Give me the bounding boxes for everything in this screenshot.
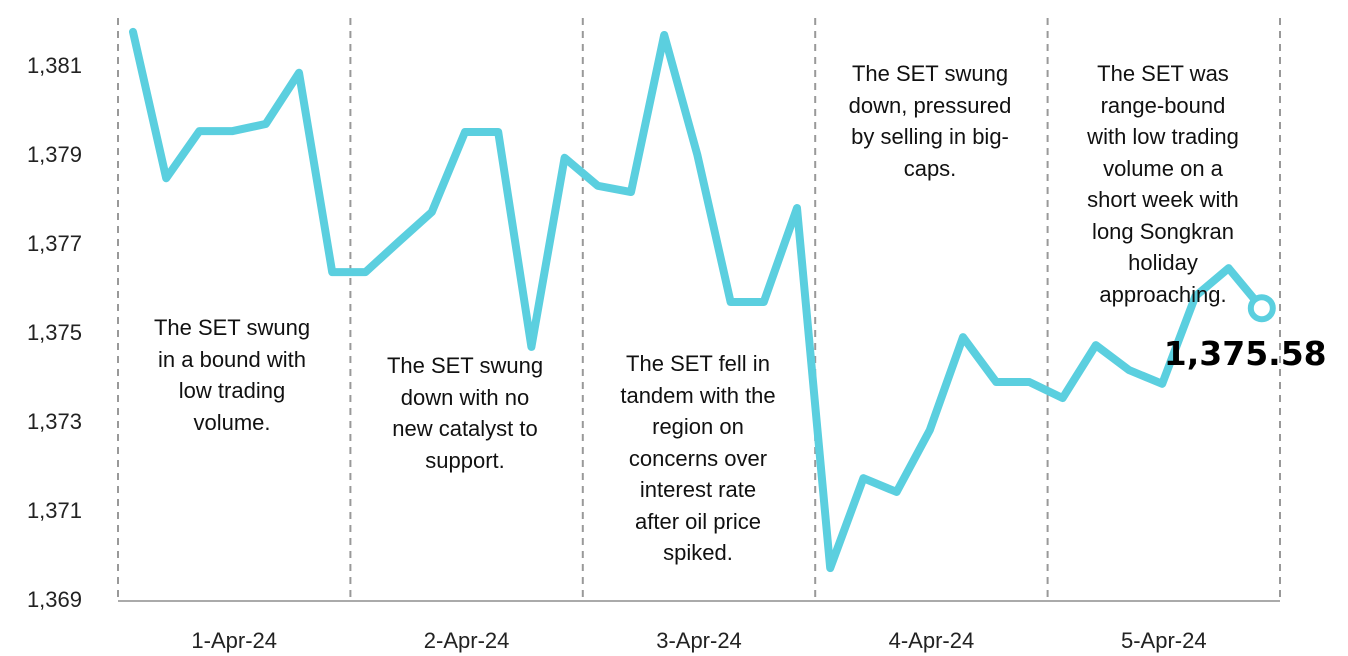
annotation-line: down, pressured [848,92,1012,118]
annotation-line: long Songkran [1092,218,1234,244]
annotation-line: volume. [193,409,271,435]
x-tick-label: 1-Apr-24 [191,628,277,653]
annotation-line: approaching. [1099,281,1227,307]
annotation-line: support. [425,447,505,473]
annotation-line: low trading [178,378,286,403]
annotation: The SET swung down, pressured by selling i… [849,58,1012,184]
annotation-line: by selling in big- [851,124,1009,149]
annotation-line: The SET swung [386,353,544,378]
annotation-line: holiday [1128,250,1198,275]
annotation-line: region on [652,414,744,439]
y-tick-label: 1,377 [27,231,82,256]
end-value-label: 1,375.58 [1163,334,1327,374]
annotation-line: tandem with the [620,382,776,408]
annotation-line: caps. [903,155,957,181]
annotation-line: after oil price [635,508,761,534]
x-tick-label: 4-Apr-24 [889,628,975,653]
annotation-line: The SET swung [851,61,1009,86]
annotation: The SET was range-bound with low trading vo… [1087,58,1239,310]
annotation: The SET fell in tandem with the region on c… [620,348,775,569]
annotation: The SET swung in a bound with low trading v… [154,312,310,438]
x-tick-label: 3-Apr-24 [656,628,742,653]
y-tick-label: 1,379 [27,142,82,167]
end-marker [1247,294,1276,323]
annotation-line: with low trading [1087,124,1239,149]
annotation-line: The SET swung [153,315,311,340]
y-tick-label: 1,371 [27,498,82,523]
annotation-line: short week with [1087,187,1239,212]
y-tick-label: 1,381 [27,53,82,78]
y-tick-label: 1,373 [27,409,82,434]
x-tick-label: 2-Apr-24 [424,628,510,653]
annotation-line: volume on a [1103,155,1223,181]
x-tick-label: 5-Apr-24 [1121,628,1207,653]
annotation-line: range-bound [1100,92,1226,118]
annotation: The SET swung down with no new catalyst to… [387,350,543,476]
series-line [129,27,1266,573]
annotation-line: in a bound with [158,346,306,372]
y-tick-label: 1,375 [27,320,82,345]
annotation-line: new catalyst to [392,416,538,441]
annotation-line: down with no [400,384,530,410]
annotation-line: spiked. [663,540,733,565]
annotation-line: concerns over [628,445,768,471]
annotation-line: interest rate [639,477,757,502]
annotation-line: The SET was [1097,61,1229,86]
annotation-line: The SET fell in [626,351,770,376]
y-tick-label: 1,369 [27,587,82,612]
